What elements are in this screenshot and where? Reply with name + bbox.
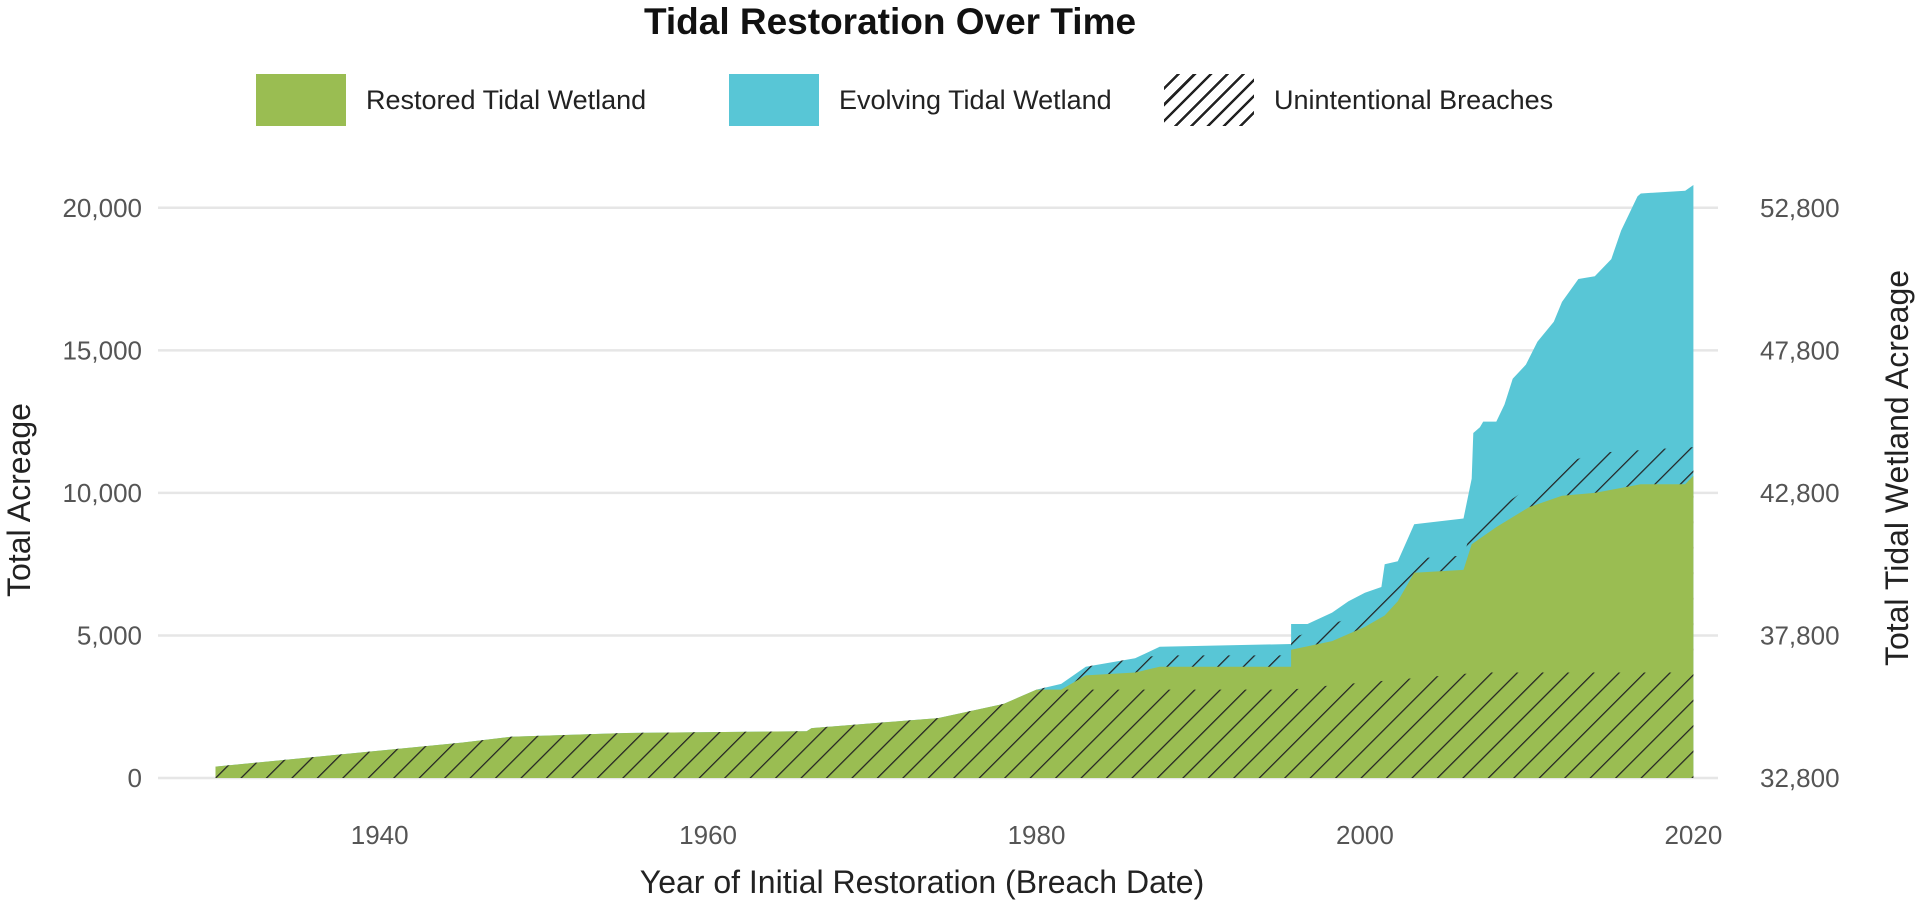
y2-tick-label: 47,800 bbox=[1760, 335, 1840, 365]
legend-label-breaches: Unintentional Breaches bbox=[1274, 84, 1554, 115]
legend-label-restored: Restored Tidal Wetland bbox=[366, 84, 647, 115]
legend-swatch-restored bbox=[256, 74, 346, 126]
legend-item-breaches: Unintentional Breaches bbox=[1164, 74, 1553, 126]
y-tick-label: 10,000 bbox=[62, 478, 142, 508]
y-tick-label: 20,000 bbox=[62, 193, 142, 223]
y-axis-title: Total Acreage bbox=[1, 403, 37, 597]
legend-swatch-evolving bbox=[729, 74, 819, 126]
y-tick-label: 15,000 bbox=[62, 335, 142, 365]
y2-axis-title: Total Tidal Wetland Acreage bbox=[1879, 270, 1915, 666]
x-tick-label: 1980 bbox=[1008, 820, 1066, 850]
x-tick-label: 2020 bbox=[1664, 820, 1722, 850]
y-tick-label: 5,000 bbox=[77, 620, 142, 650]
area-layer bbox=[215, 185, 1694, 778]
tick-layer: 0 32,800 5,000 37,800 10,000 42,800 15,000 47,8… bbox=[62, 193, 1839, 850]
x-axis-title: Year of Initial Restoration (Breach Date… bbox=[640, 864, 1204, 900]
y2-tick-label: 37,800 bbox=[1760, 620, 1840, 650]
y2-tick-label: 42,800 bbox=[1760, 478, 1840, 508]
legend-item-restored: Restored Tidal Wetland bbox=[256, 74, 646, 126]
legend-swatch-breaches bbox=[1164, 74, 1254, 126]
y2-tick-label: 32,800 bbox=[1760, 763, 1840, 793]
x-tick-label: 1940 bbox=[351, 820, 409, 850]
x-tick-label: 2000 bbox=[1336, 820, 1394, 850]
x-tick-label: 1960 bbox=[679, 820, 737, 850]
area-unintentional-breaches-restored-portion bbox=[215, 672, 1694, 778]
legend-item-evolving: Evolving Tidal Wetland bbox=[729, 74, 1112, 126]
y-tick-label: 0 bbox=[128, 763, 142, 793]
legend-label-evolving: Evolving Tidal Wetland bbox=[839, 84, 1112, 115]
y2-tick-label: 52,800 bbox=[1760, 193, 1840, 223]
chart-title: Tidal Restoration Over Time bbox=[643, 1, 1137, 42]
